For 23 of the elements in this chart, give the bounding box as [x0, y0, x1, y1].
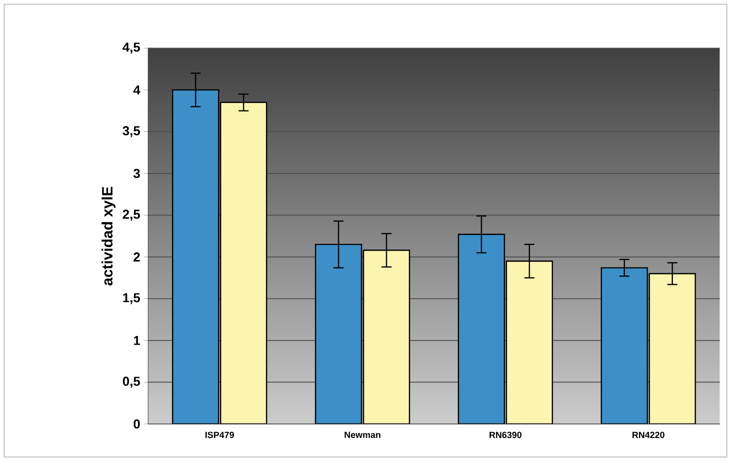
x-tick-label: RN4220: [632, 432, 664, 438]
bar: [362, 250, 410, 424]
y-tick-label: 2: [134, 252, 140, 262]
y-axis-title: actividad xylE: [102, 186, 116, 286]
y-tick-label: 0,5: [122, 376, 140, 388]
y-tick-label: 4,5: [122, 42, 140, 54]
bar: [506, 260, 553, 424]
x-tick-label: Newman: [344, 432, 380, 438]
bar: [314, 244, 362, 424]
bar: [458, 234, 506, 424]
bar: [648, 272, 696, 424]
bar: [600, 267, 648, 424]
y-tick-label: 4: [133, 85, 140, 94]
y-tick-label: 3: [133, 168, 140, 178]
x-tick-label: RN6390: [490, 432, 522, 438]
y-tick-label: 1: [134, 336, 140, 345]
bar: [172, 89, 220, 424]
y-tick-label: 0: [134, 419, 140, 428]
y-tick-label: 3,5: [122, 126, 140, 138]
y-tick-label: 2,5: [122, 210, 140, 221]
y-tick-label: 1,5: [123, 293, 140, 304]
x-tick-label: ISP479: [205, 432, 234, 438]
bar: [220, 102, 268, 424]
